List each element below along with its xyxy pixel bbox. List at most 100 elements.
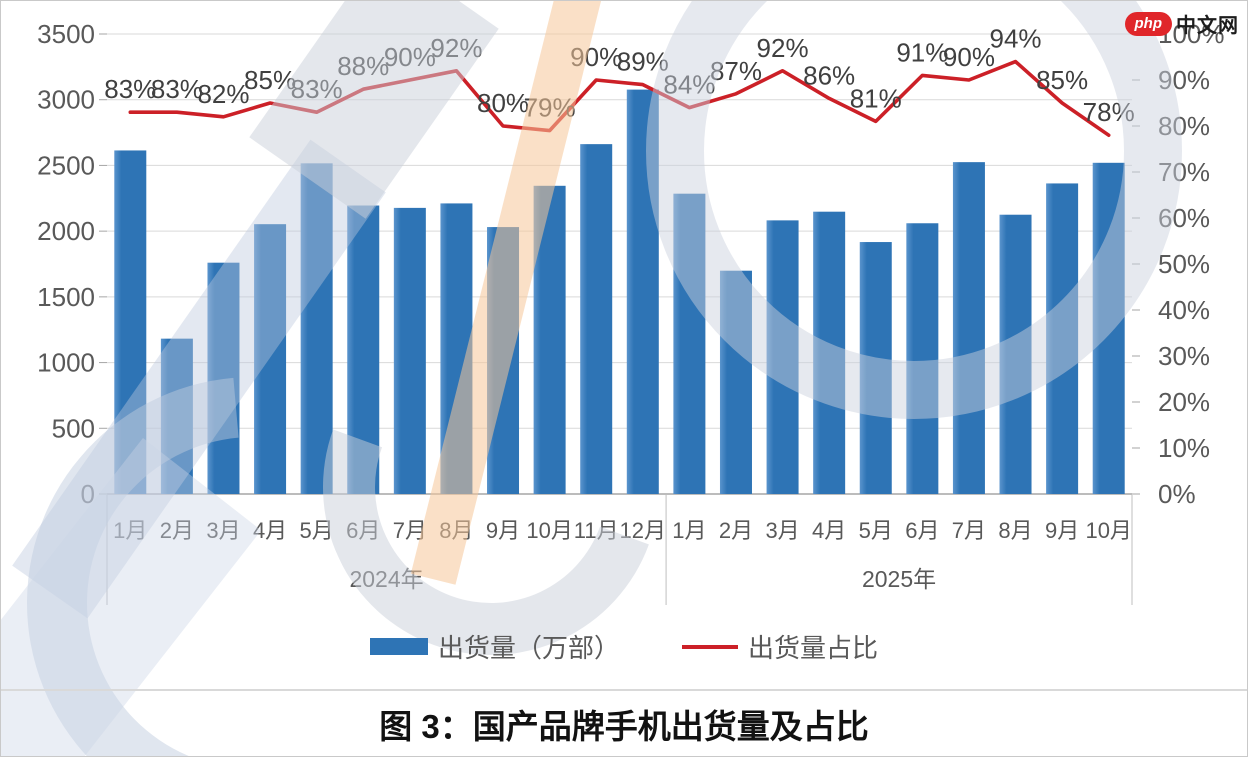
month-label: 6月 [905,518,939,543]
right-axis-tick-label: 40% [1158,295,1210,325]
bar-month-10 [533,185,566,495]
divider-rule [1,689,1247,691]
bar-month-11 [580,144,613,494]
month-label: 9月 [1045,518,1079,543]
left-axis-tick-label: 3500 [37,19,95,49]
bar-month-4 [254,224,287,495]
right-axis-tick-label: 70% [1158,157,1210,187]
bar-month-7 [393,207,426,494]
month-label: 8月 [439,518,473,543]
month-label: 2月 [719,518,753,543]
month-label: 3月 [765,518,799,543]
month-label: 9月 [486,518,520,543]
month-label: 6月 [346,518,380,543]
share-point-label: 83% [151,74,203,104]
share-point-label: 91% [896,37,948,67]
bar-month-2 [160,338,193,494]
month-label: 1月 [672,518,706,543]
month-label: 8月 [998,518,1032,543]
bar-month-1 [114,150,147,494]
bar-month-12 [626,89,659,494]
share-point-label: 87% [710,56,762,86]
chart-svg: 0 500 1000 1500 2000 2500 3000 3500 0% 10% 20% 30% 4… [37,19,1225,605]
bar-month-19 [952,162,985,494]
share-point-label: 89% [617,47,669,77]
bar-month-18 [906,223,939,494]
share-point-label: 90% [384,42,436,72]
share-point-label: 78% [1083,97,1135,127]
legend-bar-swatch-icon [369,638,428,655]
right-axis-tick-label: 80% [1158,111,1210,141]
month-label: 4月 [253,518,287,543]
left-axis-tick-label: 500 [52,413,95,443]
bar-month-13 [673,193,706,494]
month-label: 2月 [160,518,194,543]
php-badge-icon: php [1124,11,1172,36]
left-axis-tick-label: 2500 [37,150,95,180]
bar-month-22 [1092,162,1125,495]
month-label: 11月 [574,518,619,543]
month-label: 3月 [206,518,240,543]
share-point-label: 81% [850,83,902,113]
share-point-label: 83% [291,74,343,104]
month-label: 10月 [1085,518,1131,543]
site-logo[interactable]: php 中文网 [1124,9,1240,38]
legend-line-swatch-icon [682,644,738,649]
left-axis-tick-label: 2000 [37,216,95,246]
bar-month-8 [440,203,473,494]
right-axis-tick-label: 50% [1158,249,1210,279]
left-axis-tick-label: 1000 [37,348,95,378]
year-label: 2025年 [862,566,936,592]
bar-month-21 [1046,183,1079,495]
month-label: 5月 [859,518,893,543]
share-point-label: 80% [477,88,529,118]
bar-month-15 [766,220,799,494]
chart-legend: 出货量（万部） 出货量占比 [1,628,1247,665]
month-label: 12月 [620,518,666,543]
bar-month-6 [347,205,380,494]
left-axis-tick-label: 3000 [37,85,95,115]
month-label: 5月 [300,518,334,543]
bar-month-3 [207,262,240,494]
legend-item-share: 出货量占比 [682,628,878,665]
month-label: 7月 [952,518,986,543]
month-label: 10月 [526,518,572,543]
legend-label-shipments: 出货量（万部） [437,633,620,663]
share-point-label: 85% [1036,65,1088,95]
site-logo-text: 中文网 [1176,15,1239,37]
share-point-label: 90% [570,42,622,72]
share-point-label: 92% [757,33,809,63]
month-label: 4月 [812,518,846,543]
left-axis-tick-label: 1500 [37,282,95,312]
share-point-label: 90% [943,42,995,72]
bar-month-5 [300,163,333,494]
left-axis-tick-label: 0 [81,479,95,509]
bar-month-17 [859,242,892,494]
month-label: 1月 [113,518,147,543]
bar-month-9 [487,227,520,494]
right-axis-tick-label: 10% [1158,433,1210,463]
legend-label-share: 出货量占比 [748,633,879,663]
share-point-label: 85% [244,65,296,95]
right-axis-tick-label: 20% [1158,387,1210,417]
right-axis-tick-label: 30% [1158,341,1210,371]
bar-month-14 [719,270,752,494]
share-point-label: 79% [524,93,576,123]
share-point-label: 82% [197,79,249,109]
share-point-label: 83% [104,74,156,104]
share-point-label: 92% [430,33,482,63]
legend-item-shipments: 出货量（万部） [369,628,620,665]
right-axis-tick-label: 0% [1158,479,1196,509]
right-axis-tick-label: 60% [1158,203,1210,233]
share-point-label: 88% [337,51,389,81]
right-axis-tick-label: 90% [1158,65,1210,95]
month-label: 7月 [393,518,427,543]
bar-month-16 [813,211,846,495]
share-point-label: 94% [989,24,1041,54]
share-point-label: 86% [803,60,855,90]
figure-caption: 图 3：国产品牌手机出货量及占比 [379,708,869,745]
share-point-label: 84% [663,70,715,100]
bar-month-20 [999,214,1032,494]
year-label: 2024年 [349,566,423,592]
